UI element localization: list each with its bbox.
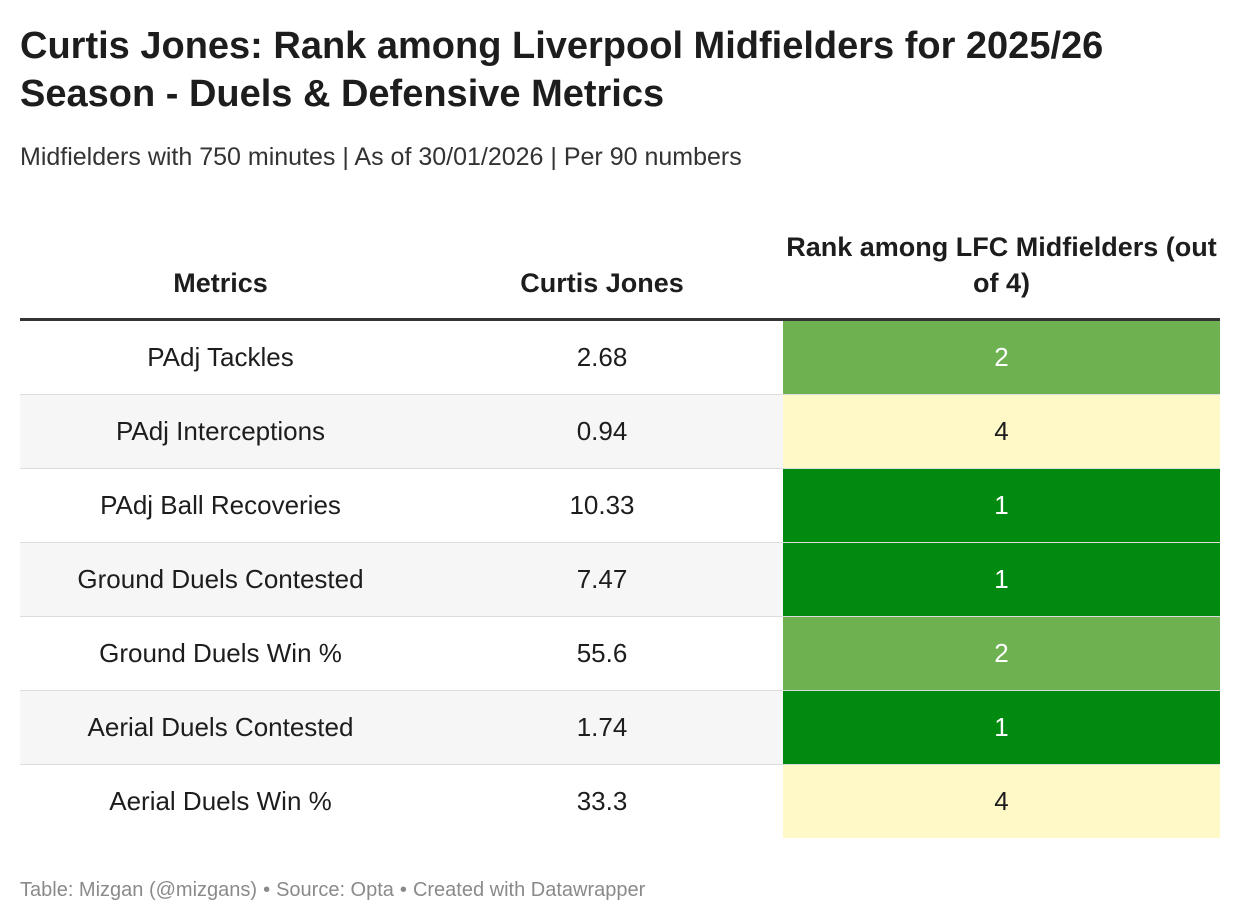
metric-cell: Ground Duels Contested <box>20 543 421 616</box>
table-row: Ground Duels Contested 7.47 1 <box>20 543 1220 617</box>
value-cell: 33.3 <box>576 786 628 816</box>
rank-cell: 1 <box>783 543 1220 616</box>
header-metrics: Metrics <box>173 268 268 298</box>
table-row: PAdj Ball Recoveries 10.33 1 <box>20 469 1220 543</box>
footer-tool: Created with Datawrapper <box>412 879 646 901</box>
table-row: PAdj Interceptions 0.94 4 <box>20 395 1220 469</box>
value-cell: 0.94 <box>421 395 783 468</box>
metric-cell: Aerial Duels Contested <box>20 691 421 764</box>
table-body: PAdj Tackles 2.68 2 PAdj Interceptions 0.94 4… <box>20 321 1220 838</box>
rank-cell: 2 <box>783 321 1220 394</box>
table-row: Aerial Duels Win % 33.3 4 <box>20 765 1220 838</box>
footer-source: Source: Opta <box>276 879 394 901</box>
rank-cell: 1 <box>783 691 1220 764</box>
metric-cell: Aerial Duels Win % <box>109 786 332 816</box>
footer-separator: • <box>399 879 407 901</box>
value-cell: 2.68 <box>576 342 628 372</box>
value-cell: 7.47 <box>421 543 783 616</box>
table-row: PAdj Tackles 2.68 2 <box>20 321 1220 395</box>
rank-cell: 4 <box>783 395 1220 468</box>
chart-title: Curtis Jones: Rank among Liverpool Midfi… <box>20 25 1104 115</box>
chart-subtitle: Midfielders with 750 minutes | As of 30/… <box>20 143 742 171</box>
metric-cell: PAdj Interceptions <box>20 395 421 468</box>
table-row: Aerial Duels Contested 1.74 1 <box>20 691 1220 765</box>
metric-cell: PAdj Ball Recoveries <box>100 490 341 520</box>
rank-cell: 1 <box>783 469 1220 542</box>
header-rank: Rank among LFC Midfielders (out of 4) <box>786 232 1217 298</box>
table-row: Ground Duels Win % 55.6 2 <box>20 617 1220 691</box>
metric-cell: Ground Duels Win % <box>99 638 342 668</box>
rank-cell: 4 <box>783 765 1220 838</box>
header-player: Curtis Jones <box>520 268 684 298</box>
footer-credit: Table: Mizgan (@mizgans) <box>20 879 258 901</box>
rank-cell: 2 <box>783 617 1220 690</box>
table-header: Metrics Curtis Jones Rank among LFC Midf… <box>20 226 1220 321</box>
value-cell: 55.6 <box>576 638 628 668</box>
metric-cell: PAdj Tackles <box>147 342 294 372</box>
value-cell: 1.74 <box>421 691 783 764</box>
value-cell: 10.33 <box>569 490 635 520</box>
metrics-table: Metrics Curtis Jones Rank among LFC Midf… <box>20 226 1220 838</box>
chart-footer: Table: Mizgan (@mizgans) • Source: Opta • Cr… <box>20 877 645 903</box>
footer-separator: • <box>263 879 271 901</box>
